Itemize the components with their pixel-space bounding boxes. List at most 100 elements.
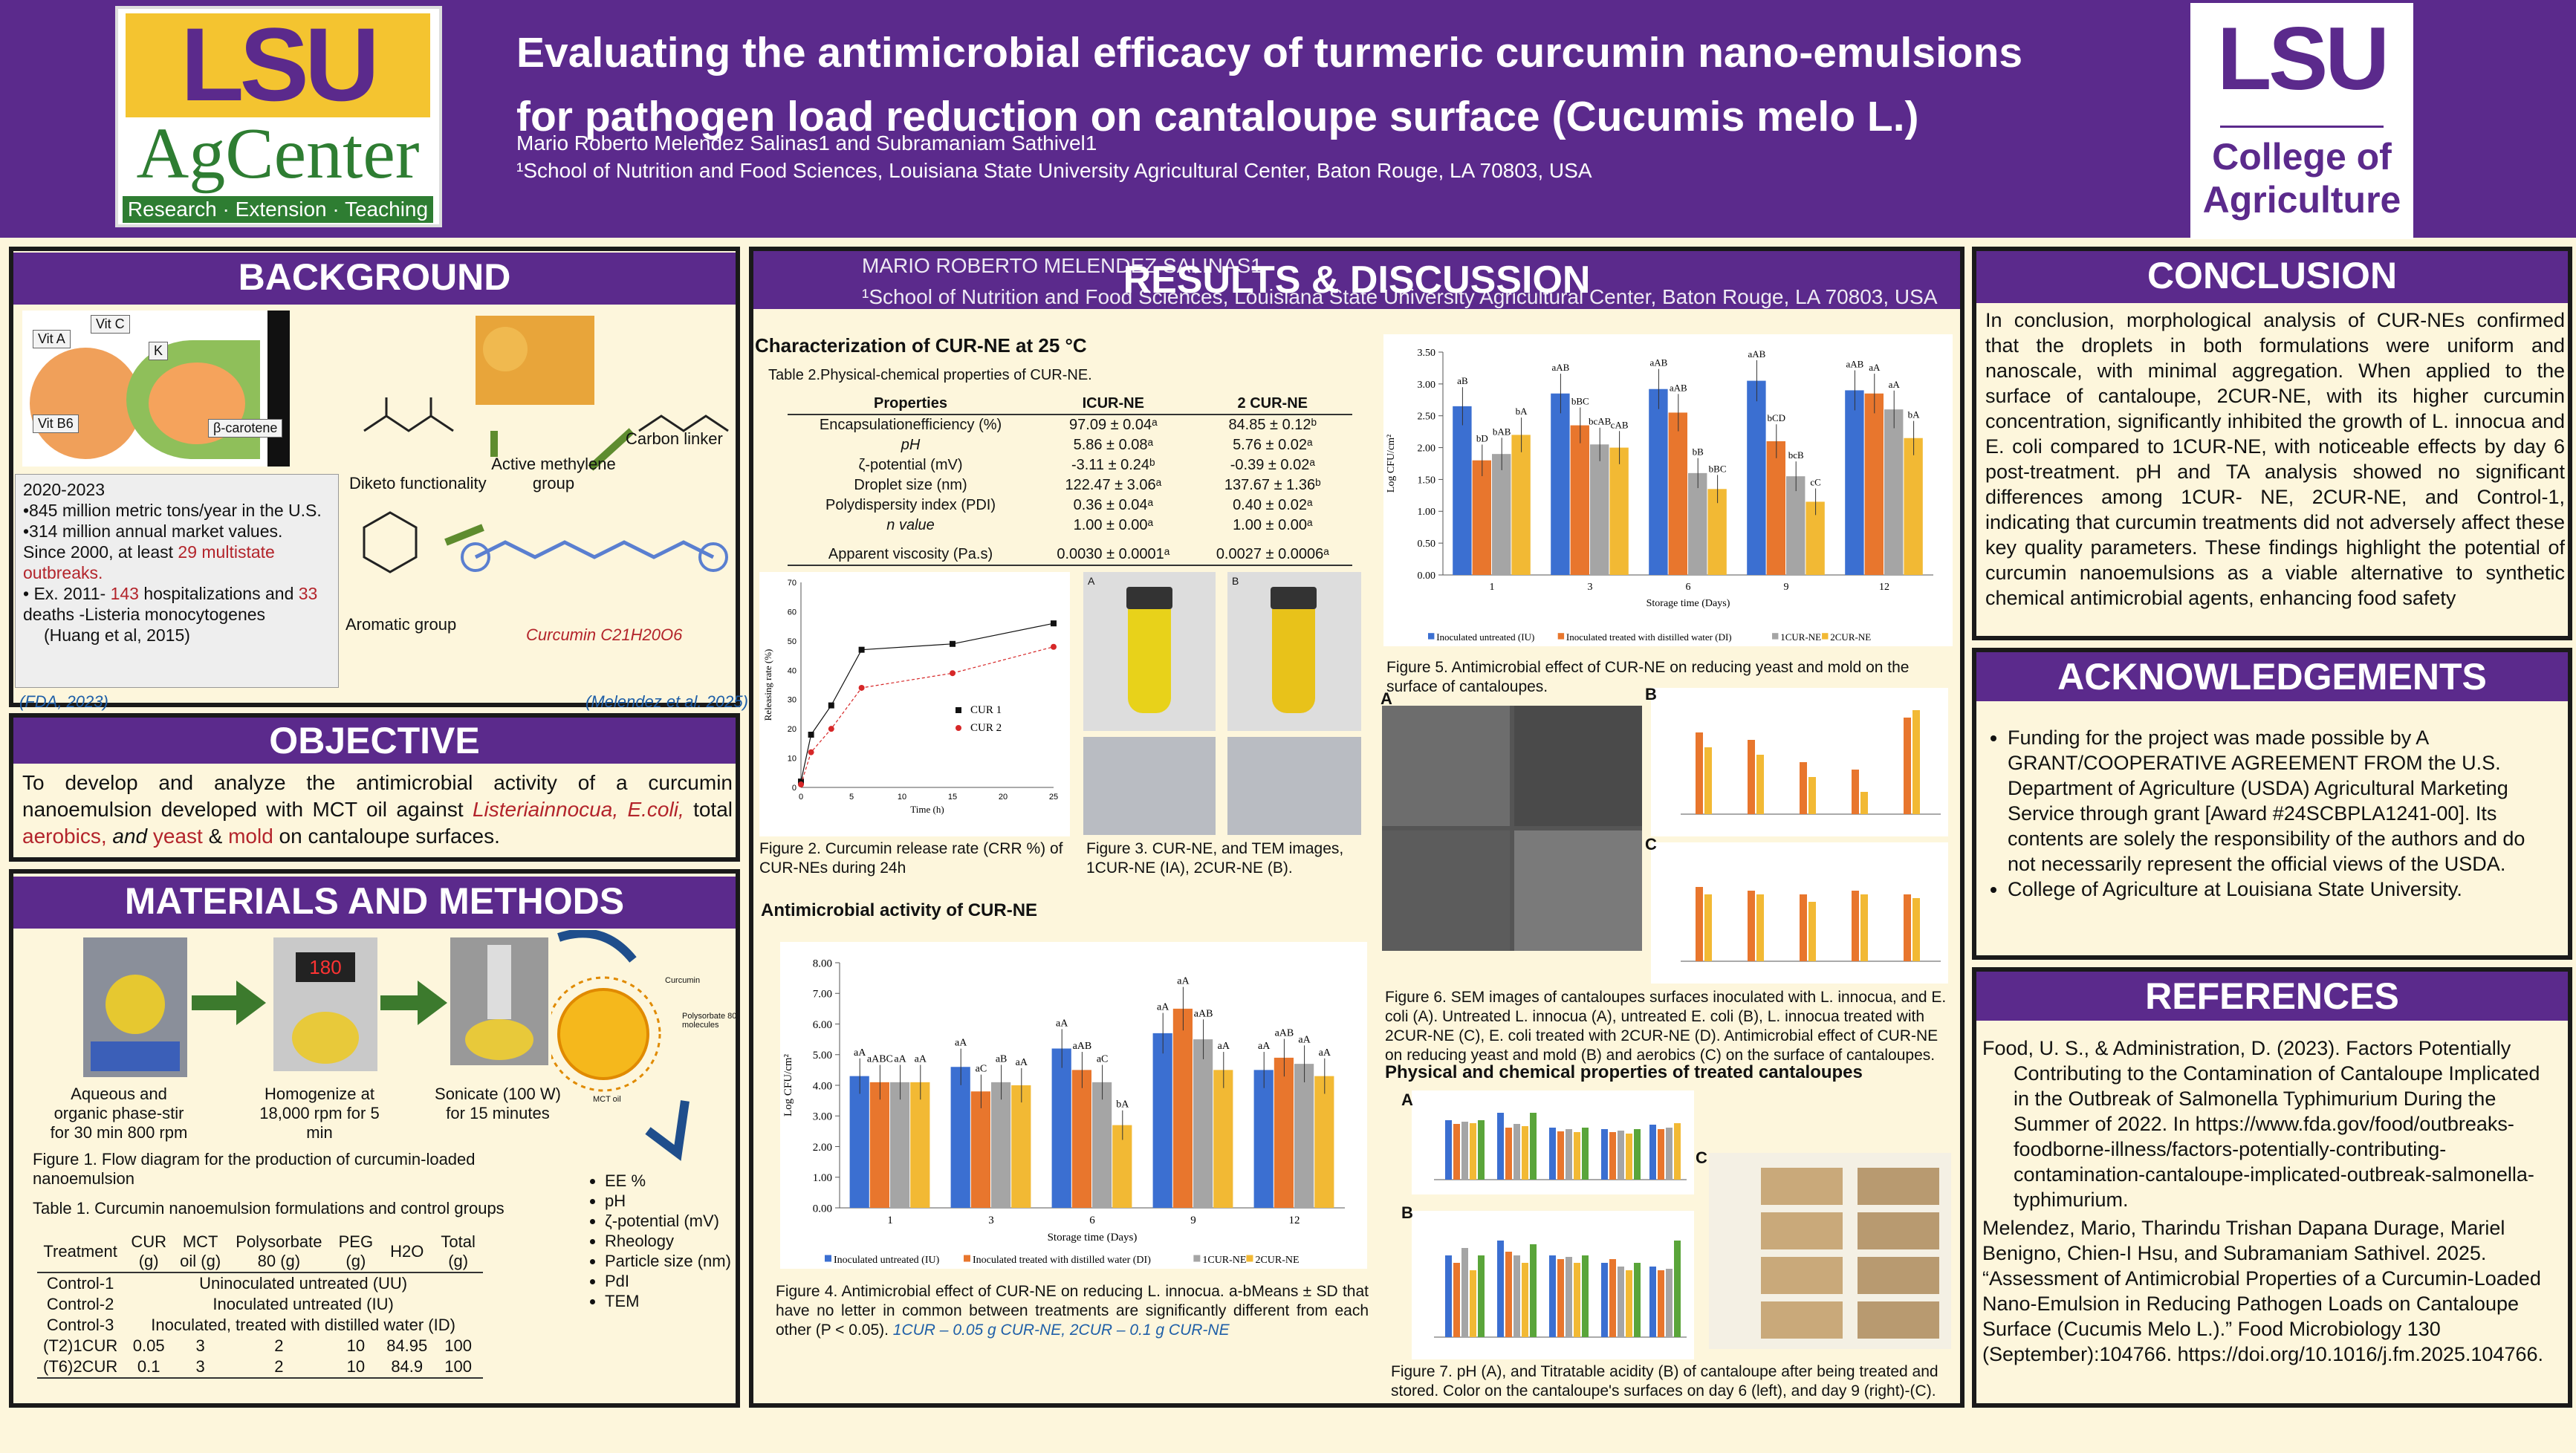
y-axis-label: Releasing rate (%) [762, 649, 773, 721]
data-label: bAB [1493, 426, 1511, 437]
bar [1800, 762, 1807, 814]
bar [1658, 1129, 1664, 1180]
objective-text: To develop and analyze the antimicrobial… [22, 771, 733, 848]
table2: Properties ICUR-NE 2 CUR-NE Encapsulatione… [788, 394, 1352, 566]
bar [1497, 1113, 1504, 1180]
data-label: aB [1457, 375, 1468, 386]
x-tick-label: 9 [1190, 1215, 1196, 1226]
bar [1864, 393, 1884, 575]
fig6-chart-c [1651, 842, 1948, 984]
y-tick-label: 10 [788, 755, 797, 764]
acknowledgements-title: ACKNOWLEDGEMENTS [1976, 652, 2568, 701]
bar [1011, 1085, 1031, 1208]
legend-entry: Inoculated treated with distilled water … [973, 1255, 1151, 1266]
conclusion-title: CONCLUSION [1976, 251, 2568, 303]
x-tick-label: 3 [1588, 582, 1593, 593]
bar [1748, 891, 1755, 961]
bar [1626, 1134, 1632, 1180]
bar [1634, 1129, 1641, 1180]
data-label: aAB [1551, 362, 1569, 373]
bar [1253, 1070, 1274, 1208]
legend-swatch [956, 707, 961, 713]
bar [1618, 1267, 1624, 1337]
homogenizer-image: 180 [273, 937, 377, 1071]
bar [1557, 1131, 1564, 1180]
x-tick-label: 1 [887, 1215, 893, 1226]
legend-entry: Inoculated treated with distilled water … [1566, 631, 1732, 643]
data-label: aA [915, 1054, 927, 1065]
bar [991, 1082, 1011, 1208]
data-point [828, 702, 834, 709]
bar [1314, 1076, 1334, 1208]
bar [1152, 1033, 1172, 1208]
legend-swatch [1428, 633, 1435, 640]
data-point [858, 684, 865, 691]
step3-label: Sonicate (100 W) for 15 minutes [435, 1085, 561, 1122]
data-label: bcAB [1589, 416, 1612, 427]
y-tick-label: 30 [788, 696, 797, 705]
nanoemulsion-droplet-diagram [551, 930, 690, 1161]
fig7-chart-a [1412, 1090, 1694, 1194]
bar [1912, 710, 1920, 814]
data-point [858, 646, 865, 653]
bar [1912, 898, 1920, 961]
bar [890, 1082, 910, 1208]
data-label: aC [976, 1064, 987, 1075]
conclusion-text: In conclusion, morphological analysis of… [1985, 309, 2565, 609]
legend-swatch [1772, 633, 1779, 640]
data-label: aA [1869, 362, 1881, 373]
legend-entry: Inoculated untreated (IU) [1436, 631, 1534, 643]
conclusion-panel [1972, 247, 2572, 640]
y-tick-label: 8.00 [813, 958, 832, 969]
data-label: bA [1116, 1099, 1129, 1111]
bar [1470, 1270, 1476, 1337]
data-label: aAB [1670, 382, 1687, 393]
data-label: aA [894, 1054, 906, 1065]
series-line [800, 623, 1054, 782]
y-tick-label: 0.50 [1418, 539, 1436, 550]
data-label: aB [996, 1054, 1008, 1065]
bar [1274, 1057, 1294, 1208]
bar [1574, 1263, 1580, 1337]
bar [1497, 1241, 1504, 1337]
bar [1707, 489, 1727, 575]
bar [1704, 747, 1712, 814]
fig6-chart-b [1651, 688, 1948, 836]
legend-swatch [1193, 1255, 1201, 1262]
linnocua-chart: 0.001.002.003.004.005.006.007.008.00aAaA… [782, 958, 1345, 1266]
release-chart: 0 10 20 30 40 50 60 70 0 5 10 15 20 25 Time (h) Releasi… [762, 579, 1058, 815]
bar [1566, 1257, 1572, 1337]
bar [1609, 1132, 1616, 1180]
data-point [1051, 620, 1057, 627]
bar [1696, 887, 1703, 961]
figure5-caption: Figure 5. Antimicrobial effect of CUR-NE… [1386, 659, 1910, 695]
y-tick-label: 0.00 [1418, 571, 1436, 582]
bar [1470, 1123, 1476, 1180]
bar [1522, 1126, 1528, 1180]
physical-title: Physical and chemical properties of trea… [1385, 1062, 1863, 1082]
legend-swatch [964, 1255, 970, 1262]
x-tick-label: 6 [1686, 582, 1691, 593]
data-label: aA [1056, 1018, 1068, 1029]
bar [1800, 894, 1807, 961]
bar [1756, 894, 1764, 961]
table1-caption: Table 1. Curcumin nanoemulsion formulati… [33, 1199, 505, 1218]
data-label: aA [854, 1047, 866, 1059]
data-label: bA [1516, 406, 1528, 417]
materials-title: MATERIALS AND METHODS [13, 877, 736, 929]
bar [1860, 792, 1868, 814]
fig6-panel-b: B [1645, 685, 1657, 703]
bar [1904, 438, 1923, 575]
bar [1453, 1263, 1460, 1337]
references-panel [1972, 967, 2572, 1408]
bar [1649, 389, 1668, 575]
y-tick-label: 1.00 [1418, 507, 1436, 518]
data-label: aAB [1846, 359, 1863, 370]
data-point [808, 732, 814, 738]
x-tick-label: 15 [948, 793, 957, 802]
data-label: aA [1157, 1002, 1169, 1013]
y-tick-label: 4.00 [813, 1080, 832, 1092]
bar [1852, 770, 1859, 814]
bar [950, 1067, 970, 1208]
x-tick-label: 12 [1289, 1215, 1300, 1226]
